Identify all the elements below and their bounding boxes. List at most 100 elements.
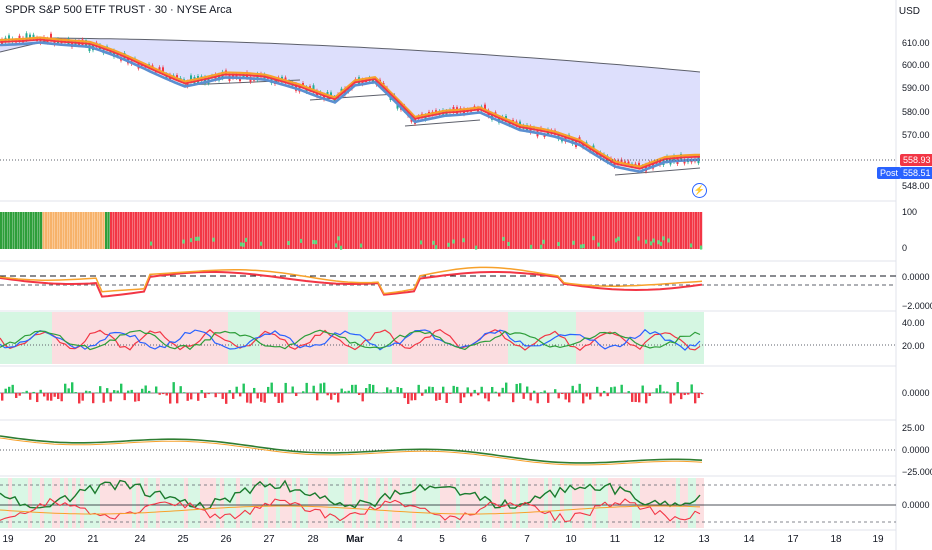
histogram-bar xyxy=(109,393,112,402)
heat-bar xyxy=(540,244,543,249)
zone-bar xyxy=(400,478,404,528)
histogram-bar xyxy=(554,389,557,393)
candle-body xyxy=(113,50,115,57)
heat-bar xyxy=(575,212,578,249)
time-tick: 25 xyxy=(177,534,189,545)
zone-bar xyxy=(560,312,564,364)
heat-bar xyxy=(662,212,665,249)
heat-bar xyxy=(125,212,128,249)
histogram-bar xyxy=(599,393,602,397)
heat-bar xyxy=(265,212,268,249)
zone-bar xyxy=(48,478,52,528)
zone-bar xyxy=(320,478,324,528)
heat-bar xyxy=(342,212,345,249)
zone-bar xyxy=(464,312,468,364)
heat-bar xyxy=(200,212,203,249)
heat-bar xyxy=(187,212,190,249)
heat-bar xyxy=(205,212,208,249)
zone-bar xyxy=(312,478,316,528)
histogram-bar xyxy=(519,383,522,393)
heat-bar xyxy=(95,212,98,249)
heat-bar xyxy=(455,212,458,249)
heat-bar xyxy=(195,236,198,241)
heat-bar xyxy=(245,212,248,249)
zone-bar xyxy=(176,312,180,364)
heat-bar xyxy=(222,212,225,249)
lightning-icon[interactable]: ⚡ xyxy=(692,183,707,198)
zone-bar xyxy=(452,478,456,528)
histogram-bar xyxy=(414,393,417,401)
histogram-bar xyxy=(15,393,18,398)
heat-bar xyxy=(340,212,343,249)
zone-bar xyxy=(584,478,588,528)
histogram-bar xyxy=(256,393,259,399)
heat-bar xyxy=(372,212,375,249)
histogram-bar xyxy=(92,393,95,404)
histogram-bar xyxy=(281,393,284,403)
histogram-bar xyxy=(358,393,361,395)
zone-bar xyxy=(160,478,164,528)
heat-bar xyxy=(185,212,188,249)
candle-body xyxy=(204,76,206,84)
pane1-tick: 0 xyxy=(902,243,908,253)
zone-bar xyxy=(68,312,72,364)
heat-bar xyxy=(467,212,470,249)
histogram-bar xyxy=(158,393,161,395)
heat-bar xyxy=(37,212,40,249)
zone-bar xyxy=(276,478,280,528)
heat-bar xyxy=(652,212,655,249)
histogram-bar xyxy=(127,390,130,393)
pane5-tick: −25.000 xyxy=(902,467,932,477)
zone-bar xyxy=(384,312,388,364)
zone-bar xyxy=(36,312,40,364)
heat-bar xyxy=(677,212,680,249)
zone-bar xyxy=(556,478,560,528)
symbol-title[interactable]: SPDR S&P 500 ETF TRUST · 30 · NYSE Arca xyxy=(5,4,232,16)
heat-bar xyxy=(530,212,533,249)
zone-bar xyxy=(636,312,640,364)
heat-bar xyxy=(442,212,445,249)
histogram-bar xyxy=(225,393,228,404)
price-tick: 610.00 xyxy=(902,38,930,48)
zone-bar xyxy=(8,478,12,528)
zone-bar xyxy=(448,312,452,364)
currency-label[interactable]: USD xyxy=(898,6,920,17)
zone-bar xyxy=(52,312,56,364)
histogram-bar xyxy=(305,382,308,393)
histogram-bar xyxy=(459,393,462,404)
heat-bar xyxy=(652,238,655,243)
histogram-bar xyxy=(368,383,371,393)
heat-bar xyxy=(492,212,495,249)
pane5-tick: 0.0000 xyxy=(902,445,930,455)
histogram-bar xyxy=(466,387,469,393)
zone-bar xyxy=(392,478,396,528)
zone-bar xyxy=(564,478,568,528)
histogram-bar xyxy=(333,393,336,395)
heat-bar xyxy=(480,212,483,249)
zone-bar xyxy=(432,478,436,528)
histogram-bar xyxy=(263,393,266,403)
heat-bar xyxy=(300,212,303,249)
zone-bar xyxy=(476,312,480,364)
heat-bar xyxy=(327,212,330,249)
histogram-bar xyxy=(480,386,483,393)
candle-body xyxy=(109,51,112,54)
heat-bar xyxy=(60,212,63,249)
histogram-bar xyxy=(323,382,326,393)
time-tick: 19 xyxy=(2,534,14,545)
cloud-area xyxy=(0,38,700,170)
heat-bar xyxy=(567,212,570,249)
candle-body xyxy=(162,67,164,74)
zone-bar xyxy=(700,312,704,364)
heat-bar xyxy=(475,212,478,249)
histogram-bar xyxy=(102,393,105,403)
last-price-tag: 558.93 xyxy=(900,154,932,166)
zone-bar xyxy=(680,478,684,528)
zone-bar xyxy=(180,312,184,364)
histogram-bar xyxy=(512,393,515,403)
heat-bar xyxy=(597,212,600,249)
heat-bar xyxy=(447,242,450,247)
zone-bar xyxy=(84,478,88,528)
heat-bar xyxy=(587,212,590,249)
